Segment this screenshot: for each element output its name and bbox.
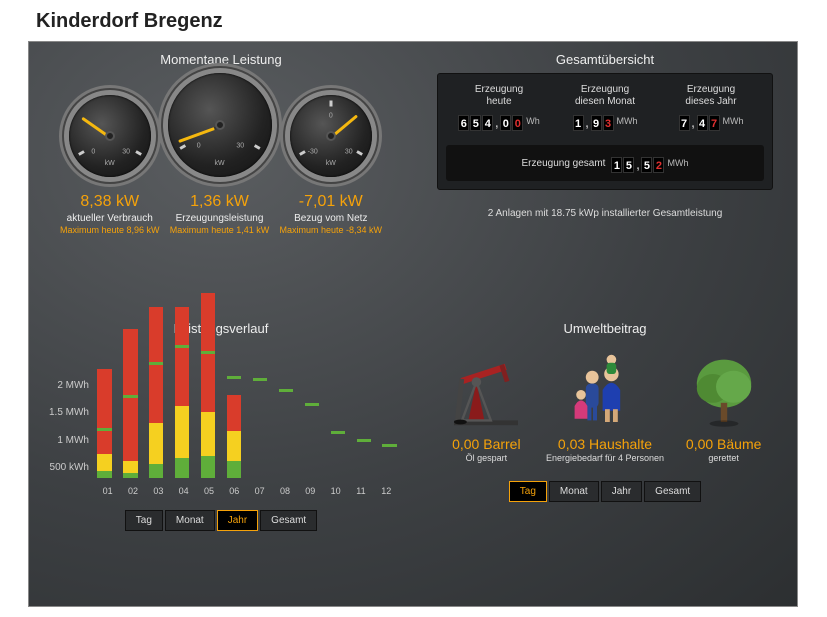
overview-box: Erzeugungheute654,00WhErzeugungdiesen Mo… [437,73,773,190]
panel-current-power: Momentane Leistung 030kW8,38 kWaktueller… [29,42,413,311]
reading-consumption: 8,38 kWaktueller VerbrauchMaximum heute … [60,193,160,235]
bar-column [381,346,399,478]
dashboard: Momentane Leistung 030kW8,38 kWaktueller… [28,41,798,607]
env-value: 0,00 Bäume [686,436,762,452]
env-tab-tag[interactable]: Tag [509,481,547,502]
history-tab-gesamt[interactable]: Gesamt [260,510,317,531]
env-sub: Energiebedarf für 4 Personen [546,453,664,463]
panel-title-current: Momentane Leistung [43,52,399,67]
panel-history: Leistungsverlauf 2 MWh1.5 MWh1 MWh500 kW… [29,311,413,607]
overview-counters: Erzeugungheute654,00WhErzeugungdiesen Mo… [446,84,764,131]
panel-overview: Gesamtübersicht Erzeugungheute654,00WhEr… [413,42,797,311]
bar-column [251,346,269,478]
panel-environment: Umweltbeitrag 0,00 BarrelÖl gespart0,03 … [413,311,797,607]
env-value: 0,03 Haushalte [558,436,652,452]
counter-year: Erzeugungdieses Jahr7,47MWh [658,84,764,131]
bar-column [121,346,139,478]
page-title: Kinderdorf Bregenz [0,0,827,41]
overview-total: Erzeugung gesamt15,52MWh [446,145,764,181]
history-tabs: TagMonatJahrGesamt [43,510,399,531]
gauge-grid: -30030kW [290,95,372,177]
bar-column [173,346,191,478]
gauge-consumption: 030kW [69,95,151,177]
bar-column [199,346,217,478]
install-note: 2 Anlagen mit 18.75 kWp installierter Ge… [427,208,783,219]
env-tab-jahr[interactable]: Jahr [601,481,642,502]
env-sub: gerettet [708,453,739,463]
env-item: 0,00 BarrelÖl gespart [427,346,546,463]
tree-icon [696,359,750,426]
env-item: 0,03 HaushalteEnergiebedarf für 4 Person… [546,346,665,463]
history-chart: 010203040506070809101112 [95,346,399,496]
history-tab-tag[interactable]: Tag [125,510,163,531]
chart-y-axis: 2 MWh1.5 MWh1 MWh500 kWh [43,364,95,496]
env-tab-monat[interactable]: Monat [549,481,599,502]
panel-title-history: Leistungsverlauf [43,321,399,336]
bar-column [277,346,295,478]
env-value: 0,00 Barrel [452,436,520,452]
counter-month: Erzeugungdiesen Monat1,93MWh [552,84,658,131]
counter-today: Erzeugungheute654,00Wh [446,84,552,131]
chart-wrap: 2 MWh1.5 MWh1 MWh500 kWh 010203040506070… [43,346,399,496]
bar-column [303,346,321,478]
reading-generation: 1,36 kWErzeugungsleistungMaximum heute 1… [170,193,270,235]
env-sub: Öl gespart [466,453,508,463]
chart-x-axis: 010203040506070809101112 [95,486,399,496]
reading-grid: -7,01 kWBezug vom NetzMaximum heute -8,3… [280,193,383,235]
history-tab-jahr[interactable]: Jahr [217,510,258,531]
env-item: 0,00 Bäumegerettet [664,346,783,463]
env-tab-gesamt[interactable]: Gesamt [644,481,701,502]
bar-column [225,346,243,478]
bar-column [329,346,347,478]
panel-title-environment: Umweltbeitrag [427,321,783,336]
oil-pump-icon [454,363,518,424]
history-tab-monat[interactable]: Monat [165,510,215,531]
gauges-row: 030kW8,38 kWaktueller VerbrauchMaximum h… [43,73,399,235]
gauge-generation: 030kW [168,73,272,177]
bar-column [95,346,113,478]
family-icon [575,354,621,421]
bar-column [355,346,373,478]
environment-row: 0,00 BarrelÖl gespart0,03 HaushalteEnerg… [427,346,783,463]
panel-title-overview: Gesamtübersicht [427,52,783,67]
bar-column [147,346,165,478]
environment-tabs: TagMonatJahrGesamt [427,481,783,502]
